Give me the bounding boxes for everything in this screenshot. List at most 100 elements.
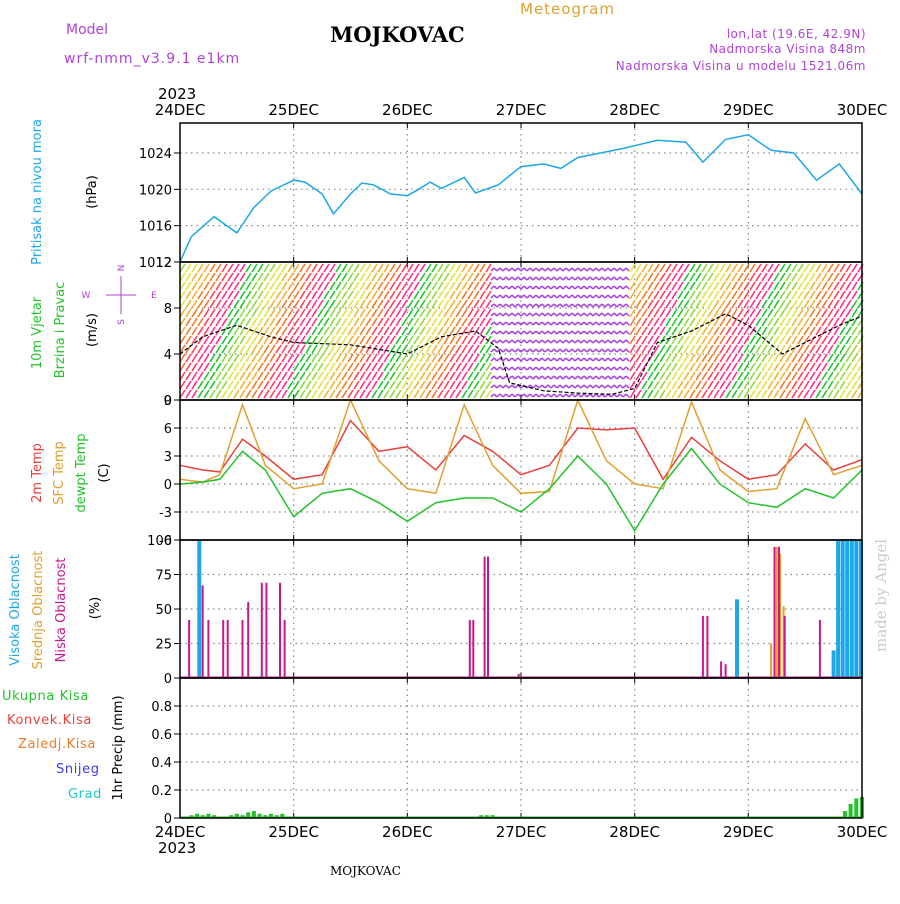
wind-barb bbox=[779, 308, 786, 318]
wind-barb bbox=[839, 272, 846, 282]
wind-barb bbox=[221, 317, 228, 327]
wind-barb bbox=[305, 290, 312, 300]
wind-barb bbox=[538, 330, 546, 335]
wind-barb bbox=[641, 290, 648, 300]
wind-barb bbox=[383, 335, 390, 345]
wind-barb bbox=[568, 384, 576, 389]
wind-barb bbox=[287, 344, 294, 354]
wind-barb bbox=[377, 281, 384, 291]
wind-barb bbox=[389, 308, 396, 318]
wind-barb bbox=[755, 380, 762, 390]
wind-barb bbox=[473, 317, 480, 327]
wind-barb bbox=[431, 308, 438, 318]
wind-barb bbox=[335, 281, 342, 291]
wind-barb bbox=[809, 281, 816, 291]
wind-barb bbox=[677, 389, 684, 399]
wind-barb bbox=[803, 290, 810, 300]
wind-barb bbox=[335, 353, 342, 363]
wind-barb bbox=[359, 362, 366, 372]
wind-barb bbox=[629, 299, 636, 309]
wind-barb bbox=[833, 299, 840, 309]
wind-barb bbox=[544, 393, 552, 398]
wind-barb bbox=[281, 371, 288, 381]
wind-barb bbox=[767, 281, 774, 291]
wind-barb bbox=[755, 362, 762, 372]
x-tick-label-bottom: 28DEC bbox=[609, 823, 660, 841]
wind-barb bbox=[317, 272, 324, 282]
wind-barb bbox=[839, 263, 846, 273]
wind-barb bbox=[797, 362, 804, 372]
bar bbox=[241, 620, 244, 678]
wind-barb bbox=[641, 272, 648, 282]
wind-barb bbox=[389, 263, 396, 273]
wind-barb bbox=[233, 335, 240, 345]
wind-barb bbox=[395, 353, 402, 363]
wind-barb bbox=[239, 308, 246, 318]
wind-barb bbox=[479, 362, 486, 372]
wind-barb bbox=[635, 335, 642, 345]
y-tick-label: 6 bbox=[164, 422, 172, 437]
wind-barb bbox=[467, 353, 474, 363]
wind-barb bbox=[275, 326, 282, 336]
wind-barb bbox=[479, 317, 486, 327]
wind-barb bbox=[329, 380, 336, 390]
wind-barb bbox=[562, 267, 570, 272]
wind-barb bbox=[263, 272, 270, 282]
wind-barb bbox=[317, 335, 324, 345]
wind-barb bbox=[622, 285, 630, 290]
precip-label-convective: Konvek.Kisa bbox=[7, 713, 92, 728]
wind-barb bbox=[785, 308, 792, 318]
wind-barb bbox=[821, 335, 828, 345]
wind-barb bbox=[203, 371, 210, 381]
wind-barb bbox=[761, 272, 768, 282]
wind-barb bbox=[281, 317, 288, 327]
wind-barb bbox=[574, 375, 582, 380]
wind-barb bbox=[629, 353, 636, 363]
wind-barb bbox=[604, 384, 612, 389]
wind-barb bbox=[851, 281, 858, 291]
wind-barb bbox=[514, 276, 522, 281]
wind-barb bbox=[455, 353, 462, 363]
wind-barb bbox=[419, 281, 426, 291]
wind-barb bbox=[371, 389, 378, 399]
wind-barb bbox=[197, 353, 204, 363]
wind-barb bbox=[647, 299, 654, 309]
wind-barb bbox=[281, 281, 288, 291]
wind-barb bbox=[490, 303, 498, 308]
wind-barb bbox=[574, 357, 582, 362]
wind-barb bbox=[449, 290, 456, 300]
wind-barb bbox=[604, 330, 612, 335]
wind-barb bbox=[821, 281, 828, 291]
wind-barb bbox=[689, 272, 696, 282]
wind-barb bbox=[185, 380, 192, 390]
wind-barb bbox=[419, 380, 426, 390]
wind-barb bbox=[425, 371, 432, 381]
wind-barb bbox=[197, 344, 204, 354]
wind-barb bbox=[371, 371, 378, 381]
wind-barb bbox=[251, 281, 258, 291]
wind-barb bbox=[755, 371, 762, 381]
wind-barb bbox=[683, 263, 690, 273]
wind-barb bbox=[431, 299, 438, 309]
wind-barb bbox=[749, 335, 756, 345]
wind-barb bbox=[556, 366, 564, 371]
wind-barb bbox=[707, 362, 714, 372]
wind-barb bbox=[610, 321, 618, 326]
wind-barb bbox=[269, 353, 276, 363]
wind-barb bbox=[749, 362, 756, 372]
wind-barb bbox=[437, 290, 444, 300]
wind-barb bbox=[479, 380, 486, 390]
wind-barb bbox=[821, 371, 828, 381]
wind-barb bbox=[341, 344, 348, 354]
wind-barb bbox=[317, 353, 324, 363]
wind-barb bbox=[725, 380, 732, 390]
wind-barb bbox=[449, 317, 456, 327]
wind-barb bbox=[443, 335, 450, 345]
wind-barb bbox=[598, 375, 606, 380]
wind-barb bbox=[467, 263, 474, 273]
wind-barb bbox=[586, 348, 594, 353]
wind-barb bbox=[490, 330, 498, 335]
wind-barb bbox=[323, 281, 330, 291]
wind-barb bbox=[185, 371, 192, 381]
bar bbox=[842, 811, 847, 818]
